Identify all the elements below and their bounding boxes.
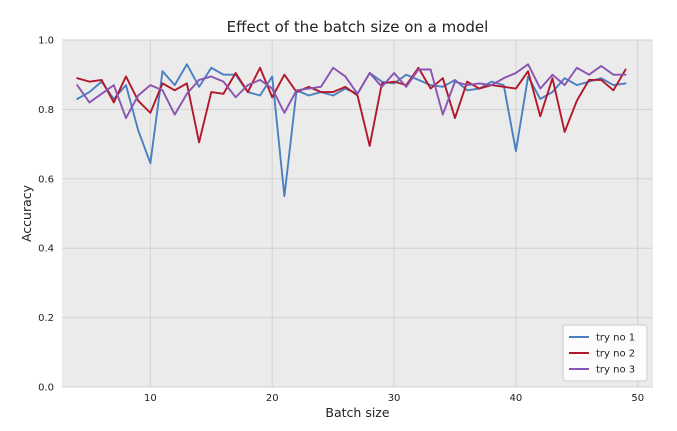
y-axis-ticks: 0.0 0.2 0.4 0.6 0.8 1.0 [38, 36, 54, 394]
x-tick-label: 40 [510, 393, 523, 404]
legend-label-1: try no 1 [596, 333, 635, 344]
series-lines [76, 63, 627, 198]
x-axis-ticks: 10 20 30 40 50 [144, 393, 644, 404]
x-tick-label: 50 [631, 393, 644, 404]
x-axis-label: Batch size [325, 405, 389, 420]
legend-box [562, 324, 648, 382]
x-tick-label: 10 [144, 393, 157, 404]
series-line-3 [76, 63, 627, 120]
series-line-2 [76, 66, 627, 147]
legend-label-3: try no 3 [596, 365, 635, 376]
y-tick-label: 0.4 [38, 244, 54, 255]
y-tick-label: 0.2 [38, 313, 54, 324]
legend-label-2: try no 2 [596, 349, 635, 360]
y-tick-label: 0.8 [38, 105, 54, 116]
y-tick-label: 0.6 [38, 174, 54, 185]
x-tick-label: 30 [388, 393, 401, 404]
x-tick-label: 20 [266, 393, 279, 404]
chart-title: Effect of the batch size on a model [227, 18, 489, 36]
y-axis-label: Accuracy [19, 184, 34, 242]
y-tick-label: 1.0 [38, 36, 54, 47]
y-tick-label: 0.0 [38, 383, 54, 394]
legend: try no 1 try no 2 try no 3 [562, 324, 648, 382]
